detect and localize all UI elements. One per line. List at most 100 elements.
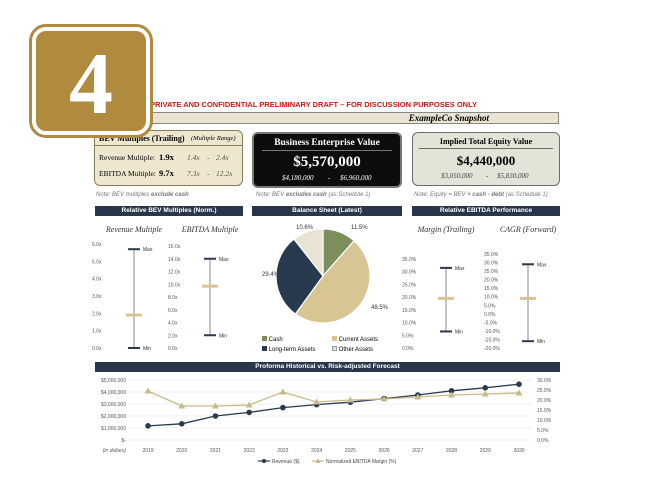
series-0-point-11 (516, 381, 522, 388)
range-tick-1-8: 16.0x (168, 244, 181, 250)
range-tick-3-1: -15.0% (484, 337, 500, 343)
bev-title: Business Enterprise Value (274, 138, 380, 148)
x-tick-2024: 2024 (311, 448, 322, 454)
x-tick-2021: 2021 (210, 448, 221, 454)
range-tick-2-5: 25.0% (402, 282, 417, 288)
legend-cash-label: Cash (268, 337, 283, 343)
range-tick-3-0: -20.0% (484, 346, 500, 352)
range-tick-0-6: 6.0x (92, 242, 102, 248)
range-tick-2-3: 15.0% (402, 308, 417, 314)
legend-marker-1 (315, 458, 321, 463)
equity-note-bold: + cash - debt (467, 192, 505, 198)
bev-center-note-text: Note: BEV (256, 192, 285, 198)
series-1-point-2 (211, 402, 219, 409)
range-tick-1-3: 6.0x (168, 308, 178, 314)
range-min-label-3: Min (537, 339, 545, 345)
range-tick-3-9: 25.0% (484, 269, 499, 275)
range-tick-3-6: 10.0% (484, 295, 499, 301)
legend-current-assets: Current Assets (332, 336, 378, 343)
range-tick-0-1: 1.0x (92, 329, 102, 335)
y-tick-right-5: 25.0% (537, 388, 552, 394)
range-tick-2-7: 35.0% (402, 257, 417, 263)
bev-box-subtitle: (Multiple Range) (191, 135, 236, 142)
y-tick-left-3: $3,000,000 (101, 402, 126, 408)
pie-slice-1 (294, 239, 371, 324)
range-chart-title-0: Revenue Multiple (105, 225, 163, 234)
range-tick-1-0: 0.0x (168, 346, 178, 352)
bev-center-note: Note: BEV excludes cash (as Schedule 1) (256, 192, 370, 198)
revenue-multiple-sep: - (207, 153, 210, 162)
range-tick-1-6: 12.0x (168, 270, 181, 276)
section-balance-sheet: Balance Sheet (Latest) (252, 206, 402, 216)
x-tick-2028: 2028 (446, 448, 457, 454)
x-tick-2019: 2019 (142, 448, 153, 454)
range-tick-0-0: 0.0x (92, 346, 102, 352)
bev-value: $5,570,000 (293, 154, 361, 170)
legend-cash: Cash (262, 336, 283, 343)
range-tick-1-5: 10.0x (168, 282, 181, 288)
legend-label-0: Revenue ($) (272, 459, 300, 465)
series-line-1 (147, 390, 520, 407)
bev-center-note-bold: excludes cash (285, 192, 327, 198)
pie-slice-2 (275, 238, 324, 315)
series-0-point-3 (246, 409, 252, 416)
range-tick-2-6: 30.0% (402, 270, 417, 276)
series-0-point-9 (448, 388, 455, 394)
equity-note-suffix: (as Schedule 1) (505, 192, 548, 198)
revenue-multiple-high: 2.4x (216, 153, 229, 162)
ebitda-multiple-high: 12.2x (216, 169, 233, 178)
series-0-point-4 (280, 404, 286, 411)
range-tick-2-2: 10.0% (402, 321, 417, 327)
badge-number: 4 (69, 36, 113, 133)
bev-high: $6,960,000 (340, 174, 372, 182)
series-1-point-4 (279, 388, 287, 395)
legend-label-1: Normalized EBITDA Margin (%) (326, 459, 397, 465)
range-tick-0-3: 3.0x (92, 294, 102, 300)
range-tick-3-4: 0.0% (484, 312, 496, 318)
bev-center-note-suffix: (as Schedule 1) (328, 192, 371, 198)
bev-box-note: Note: BEV multiples exclude cash (96, 192, 189, 198)
y-tick-right-1: 5.0% (537, 428, 549, 434)
range-tick-3-2: -10.0% (484, 329, 500, 335)
series-1-point-5 (313, 398, 321, 405)
range-max-label-0: Max (143, 247, 153, 253)
range-tick-1-7: 14.0x (168, 257, 181, 263)
series-0-point-0 (145, 423, 151, 429)
series-1-point-11 (515, 389, 523, 396)
y-tick-right-3: 15.0% (537, 408, 552, 414)
section-ebitda-perf: Relative EBITDA Performance (412, 206, 560, 216)
y-tick-left-2: $2,000,000 (101, 414, 126, 420)
x-tick-2027: 2027 (412, 448, 423, 454)
bev-sep: - (328, 174, 331, 182)
pie-label-3: 10.6% (296, 225, 314, 231)
y-tick-left-1: $1,000,000 (101, 426, 126, 432)
range-tick-0-5: 5.0x (92, 259, 102, 265)
range-tick-1-1: 2.0x (168, 333, 178, 339)
legend-marker-0 (262, 459, 266, 463)
range-tick-3-5: 5.0% (484, 303, 496, 309)
range-max-label-1: Max (219, 257, 229, 263)
series-1-point-7 (380, 395, 388, 402)
series-1-point-3 (245, 401, 253, 408)
bev-note-text: Note: BEV multiples (96, 192, 150, 198)
range-min-label-0: Min (143, 346, 151, 352)
x-axis-label: (in dollars) (103, 448, 127, 454)
implied-equity-value-box: Implied Total Equity Value $4,440,000 $3… (412, 132, 560, 186)
bev-low: $4,180,000 (282, 174, 314, 182)
range-tick-1-4: 8.0x (168, 295, 178, 301)
equity-value: $4,440,000 (456, 153, 516, 168)
y-tick-right-4: 20.0% (537, 398, 552, 404)
revenue-multiple-value: 1.9x (159, 152, 174, 162)
series-1-point-10 (481, 390, 489, 397)
ebitda-multiple-sep: - (207, 169, 210, 178)
equity-note: Note: Equity = BEV + cash - debt (as Sch… (414, 192, 548, 198)
pie-label-1: 48.5% (371, 305, 389, 311)
y-tick-left-4: $4,000,000 (101, 390, 126, 396)
series-0-point-2 (212, 413, 219, 419)
series-1-point-0 (144, 387, 152, 394)
y-tick-right-2: 10.0% (537, 418, 552, 424)
confidential-banner: PRIVATE AND CONFIDENTIAL PRELIMINARY DRA… (150, 100, 477, 109)
series-0-point-10 (482, 385, 489, 391)
